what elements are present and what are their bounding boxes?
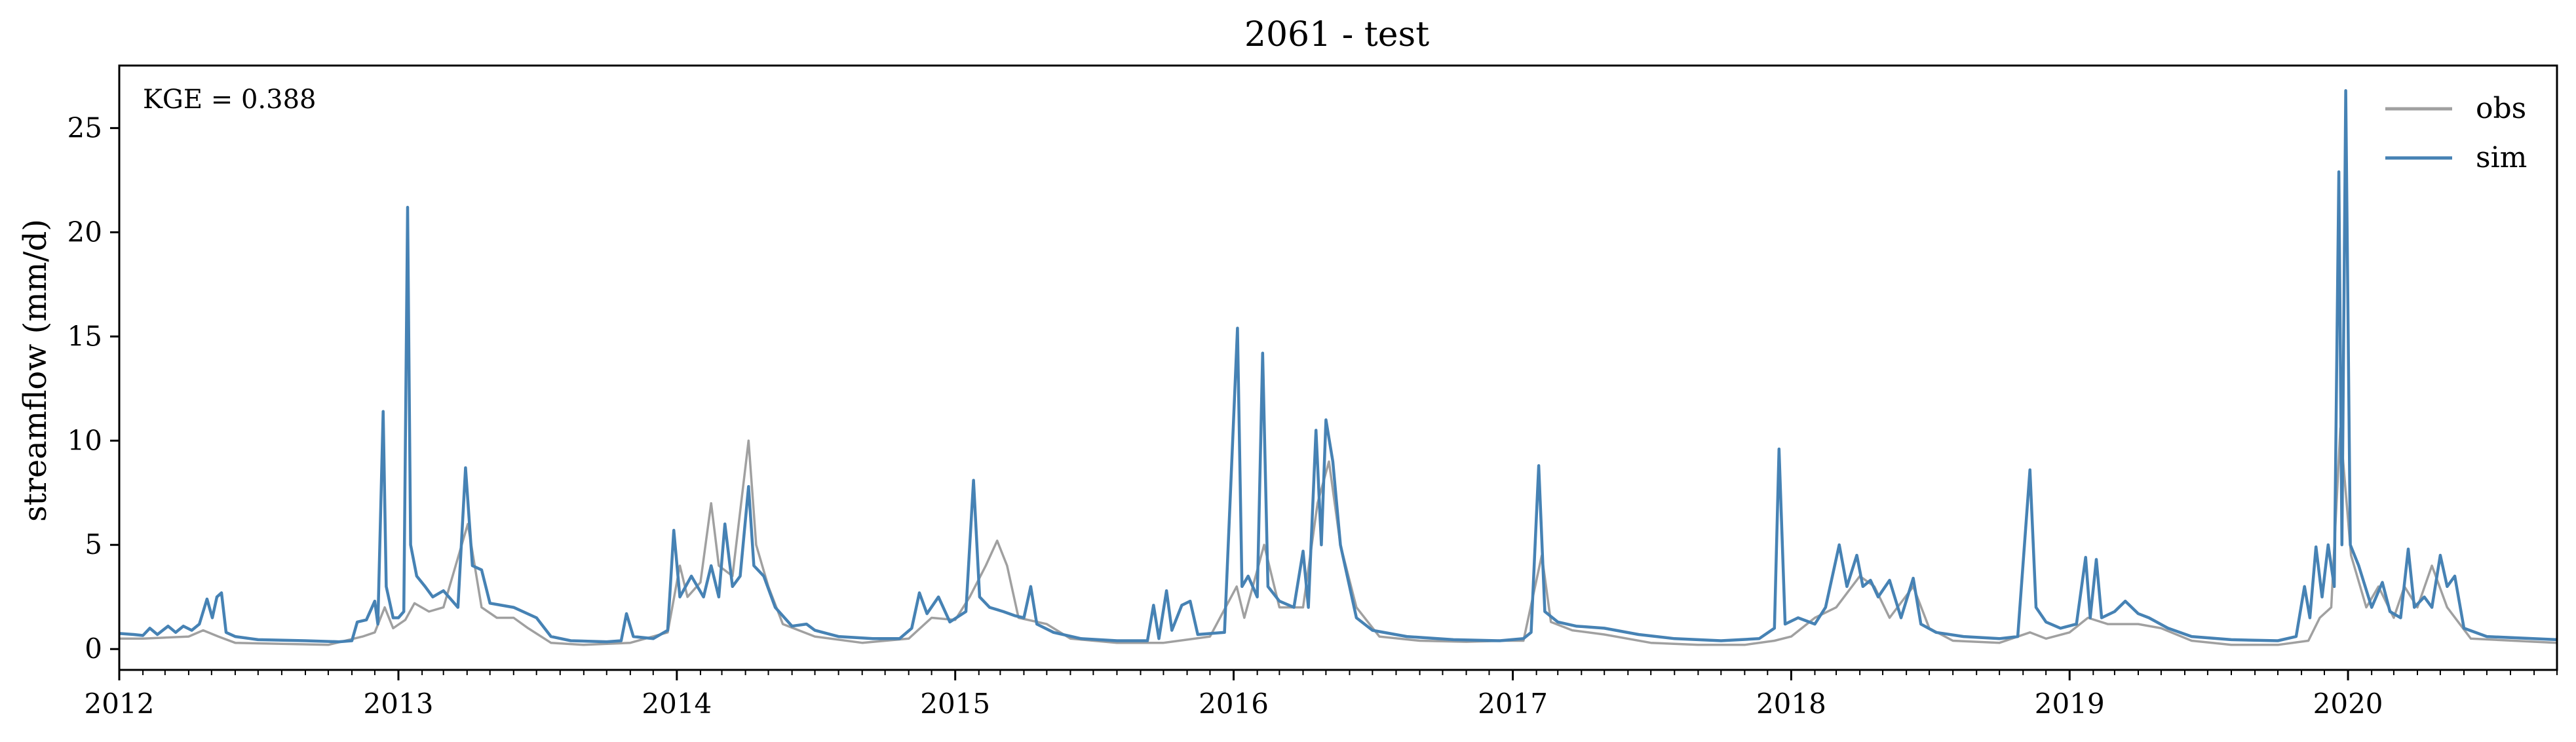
plot-area bbox=[119, 88, 2557, 646]
x-tick-label: 2016 bbox=[1199, 688, 1269, 720]
y-tick-label: 0 bbox=[85, 633, 102, 665]
plot-frame bbox=[118, 64, 2558, 671]
series-line-obs bbox=[119, 427, 2557, 646]
y-tick-label: 20 bbox=[67, 216, 102, 248]
x-tick-label: 2019 bbox=[2035, 688, 2105, 720]
x-tick-label: 2013 bbox=[364, 688, 434, 720]
legend: obs sim bbox=[2385, 92, 2527, 174]
x-tick-label: 2015 bbox=[920, 688, 990, 720]
x-tick-label: 2012 bbox=[85, 688, 155, 720]
legend-sim-label: sim bbox=[2476, 141, 2527, 174]
y-tick-label: 25 bbox=[67, 111, 102, 144]
axes: 0 5 10 15 20 25 2012 2013 2014 2015 2016 2017 2018 20… bbox=[67, 64, 2558, 720]
x-tick-label: 2014 bbox=[642, 688, 712, 720]
x-tick-label: 2020 bbox=[2313, 688, 2383, 720]
y-tick-label: 10 bbox=[67, 424, 102, 456]
chart-title: 2061 - test bbox=[1244, 15, 1429, 54]
x-tick-label: 2017 bbox=[1478, 688, 1548, 720]
y-axis-label: streamflow (mm/d) bbox=[17, 219, 54, 522]
y-tick-label: 5 bbox=[85, 528, 102, 560]
x-tick-label: 2018 bbox=[1756, 688, 1826, 720]
y-tick-label: 15 bbox=[67, 320, 102, 352]
kge-annotation: KGE = 0.388 bbox=[143, 85, 317, 115]
legend-obs-label: obs bbox=[2476, 92, 2526, 125]
series-line-sim bbox=[119, 88, 2557, 644]
